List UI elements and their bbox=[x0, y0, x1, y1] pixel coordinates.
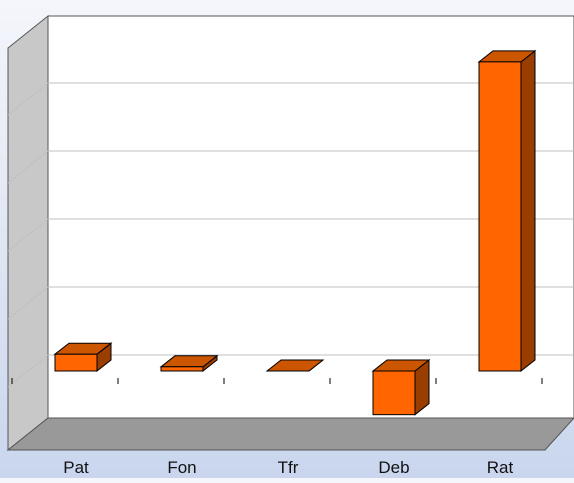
category-label-deb: Deb bbox=[378, 458, 409, 477]
category-label-pat: Pat bbox=[63, 458, 89, 477]
floor bbox=[6, 417, 574, 451]
side-gridline-1 bbox=[7, 150, 49, 184]
category-labels: Pat Fon Tfr Deb Rat bbox=[63, 458, 513, 477]
bar-pat bbox=[53, 342, 113, 373]
category-label-rat: Rat bbox=[487, 458, 514, 477]
bar-top-face bbox=[265, 359, 325, 372]
side-wall bbox=[7, 14, 49, 452]
bar-front-face bbox=[160, 366, 204, 372]
side-gridline-4 bbox=[7, 354, 49, 388]
bar-tfr bbox=[265, 359, 325, 372]
side-gridline-3 bbox=[7, 286, 49, 320]
bars bbox=[53, 49, 537, 416]
side-gridline-0 bbox=[7, 82, 49, 116]
category-label-tfr: Tfr bbox=[278, 458, 299, 477]
bar-front-face bbox=[54, 353, 98, 372]
side-gridline-2 bbox=[7, 218, 49, 252]
bar-side-face bbox=[520, 49, 536, 373]
category-label-fon: Fon bbox=[167, 458, 196, 477]
bar-front-face bbox=[372, 370, 416, 416]
bar-front-face bbox=[478, 61, 522, 372]
bar-deb bbox=[371, 358, 431, 416]
bar-fon bbox=[159, 354, 219, 373]
bar-rat bbox=[477, 49, 537, 373]
